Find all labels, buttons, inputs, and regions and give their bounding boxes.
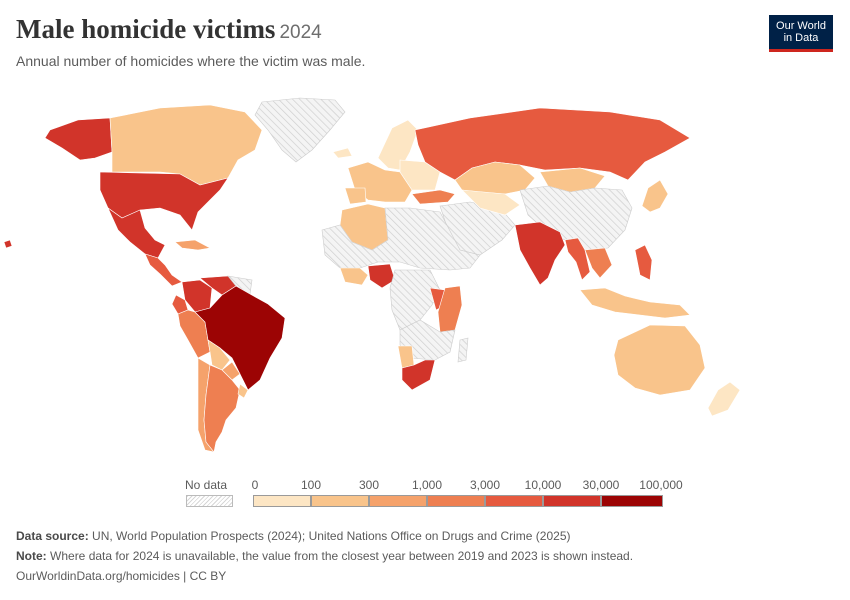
hawaii[interactable] (3, 239, 13, 249)
footer-note: Note: Where data for 2024 is unavailable… (16, 549, 633, 563)
russia[interactable] (414, 107, 691, 181)
central-africa[interactable] (389, 269, 441, 331)
legend-tick: 100,000 (639, 478, 683, 492)
source-text: UN, World Population Prospects (2024); U… (92, 529, 571, 543)
thailand-se-asia[interactable] (584, 247, 613, 279)
logo-line-1: Our World (776, 20, 826, 32)
west-africa[interactable] (339, 267, 369, 286)
legend-no-data-swatch (186, 495, 233, 507)
alaska[interactable] (44, 117, 113, 161)
legend-bin-0 (253, 495, 311, 507)
legend-bin-6 (601, 495, 663, 507)
legend-tick: 30,000 (582, 478, 620, 492)
uruguay[interactable] (237, 383, 249, 399)
new-zealand[interactable] (707, 381, 741, 417)
south-africa[interactable] (401, 359, 436, 391)
footer-credit[interactable]: OurWorldinData.org/homicides | CC BY (16, 569, 227, 583)
nigeria[interactable] (367, 263, 396, 289)
iberia[interactable] (344, 187, 367, 205)
legend-bin-5 (543, 495, 601, 507)
philippines[interactable] (634, 244, 653, 281)
caribbean[interactable] (174, 239, 211, 251)
legend-bin-2 (369, 495, 427, 507)
legend-bin-1 (311, 495, 369, 507)
madagascar[interactable] (457, 337, 469, 363)
legend-bin-4 (485, 495, 543, 507)
legend-tick: 1,000 (411, 478, 443, 492)
footer-source: Data source: UN, World Population Prospe… (16, 529, 571, 543)
bangladesh-myanmar[interactable] (564, 237, 591, 281)
world-map[interactable] (0, 90, 850, 470)
chart-title-text: Male homicide victims (16, 14, 276, 44)
logo-line-2: in Data (783, 32, 819, 44)
legend-tick: 10,000 (524, 478, 562, 492)
scandinavia[interactable] (377, 119, 419, 171)
japan[interactable] (641, 179, 669, 213)
central-america[interactable] (144, 253, 183, 287)
australia[interactable] (613, 324, 706, 396)
color-legend: No data 0 100 300 1,000 3,000 10,000 30,… (185, 477, 705, 513)
central-asia[interactable] (461, 189, 521, 216)
chart-subtitle: Annual number of homicides where the vic… (16, 53, 366, 69)
argentina[interactable] (203, 364, 241, 453)
turkey[interactable] (411, 189, 456, 205)
greenland[interactable] (254, 97, 346, 163)
iceland[interactable] (332, 147, 353, 159)
source-label: Data source: (16, 529, 89, 543)
legend-tick: 100 (300, 478, 322, 492)
chart-title: Male homicide victims 2024 (16, 14, 322, 45)
legend-no-data-label: No data (185, 478, 228, 492)
india[interactable] (514, 221, 566, 286)
legend-tick: 300 (358, 478, 380, 492)
namibia-region[interactable] (397, 345, 415, 369)
mexico[interactable] (107, 207, 166, 259)
indonesia[interactable] (579, 287, 691, 319)
chart-year: 2024 (279, 22, 322, 43)
note-label: Note: (16, 549, 47, 563)
legend-bin-3 (427, 495, 485, 507)
country-shapes (3, 97, 741, 453)
legend-tick: 3,000 (469, 478, 501, 492)
owid-logo[interactable]: Our World in Data (769, 15, 833, 52)
legend-tick: 0 (251, 478, 259, 492)
note-text: Where data for 2024 is unavailable, the … (50, 549, 634, 563)
canada[interactable] (109, 104, 263, 186)
